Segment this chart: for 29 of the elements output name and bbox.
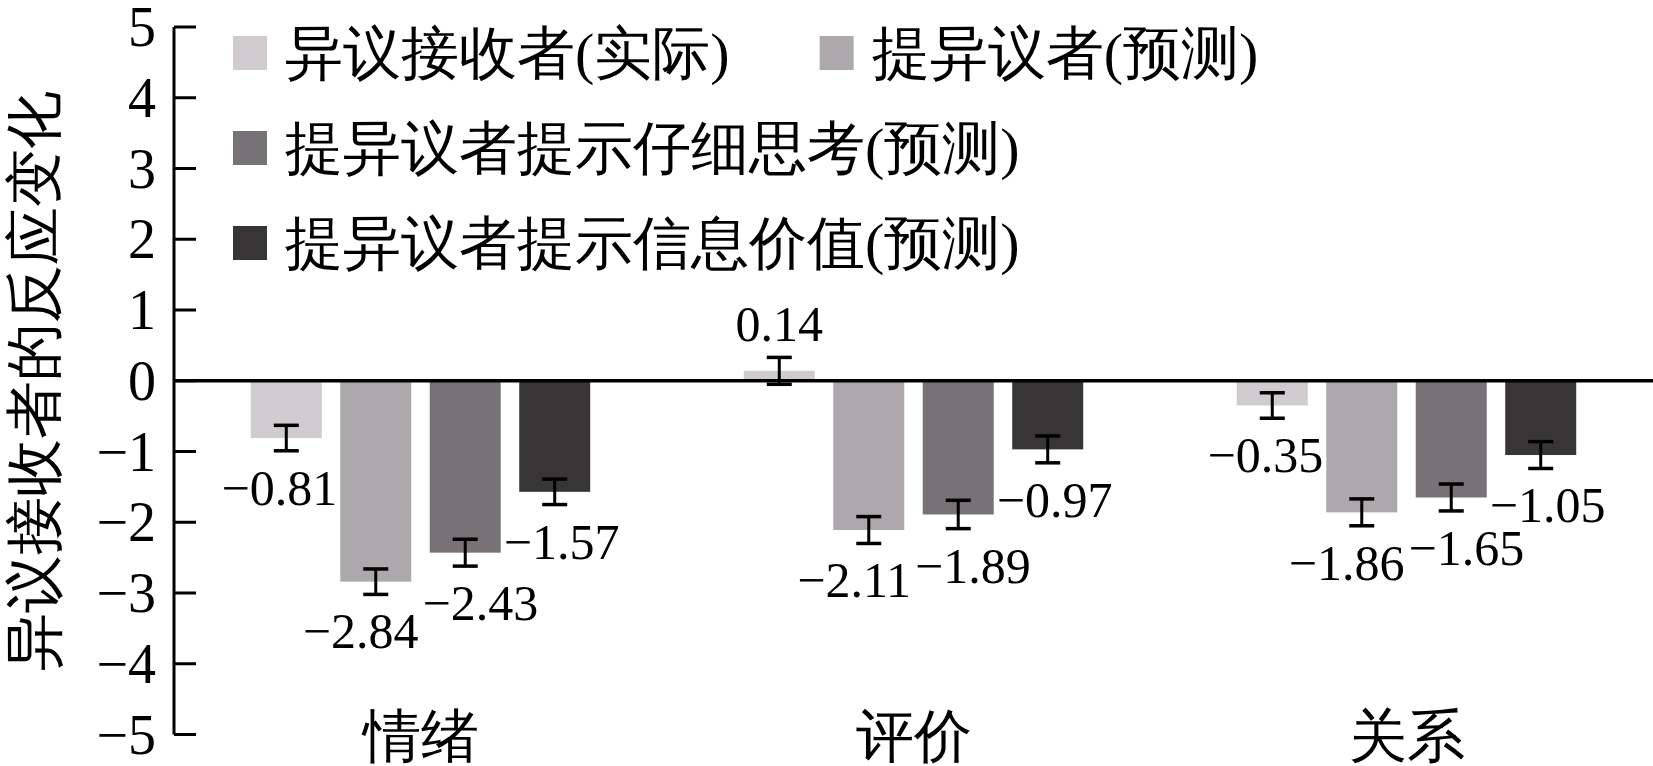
x-tick-label: 情绪 (360, 704, 479, 766)
y-tick-label: −4 (96, 632, 156, 695)
y-tick-label: −3 (96, 562, 156, 624)
y-tick-label: −1 (96, 420, 156, 483)
y-tick-label: −2 (96, 491, 156, 554)
y-tick-label: 1 (128, 279, 156, 341)
x-tick-label: 关系 (1348, 704, 1465, 766)
legend-label: 提异议者提示仔细思考(预测) (285, 115, 1020, 181)
data-label: −1.89 (915, 537, 1031, 594)
legend-label: 异议接收者(实际) (285, 20, 730, 86)
x-tick-label: 评价 (855, 704, 972, 766)
y-tick-label: 0 (128, 349, 156, 412)
data-label: −0.35 (1207, 427, 1324, 484)
data-label: −2.11 (797, 552, 912, 609)
y-tick-label: −5 (96, 703, 156, 766)
data-label: −1.86 (1288, 534, 1405, 591)
data-label: 0.14 (735, 296, 824, 353)
y-tick-label: 4 (128, 66, 156, 129)
legend-label: 提异议者提示信息价值(预测) (285, 210, 1020, 276)
y-tick-label: 3 (128, 137, 156, 200)
y-axis-title: 异议接收者的反应变化 (1, 90, 67, 671)
data-label: −2.84 (302, 603, 419, 660)
legend-label: 提异议者(预测) (871, 20, 1259, 86)
y-tick-label: 2 (128, 208, 156, 271)
data-label: −0.97 (996, 471, 1113, 528)
data-label: −2.43 (422, 575, 539, 632)
data-label: −0.81 (221, 459, 338, 516)
y-tick-label: 5 (128, 0, 156, 58)
data-label: −1.57 (503, 513, 620, 570)
